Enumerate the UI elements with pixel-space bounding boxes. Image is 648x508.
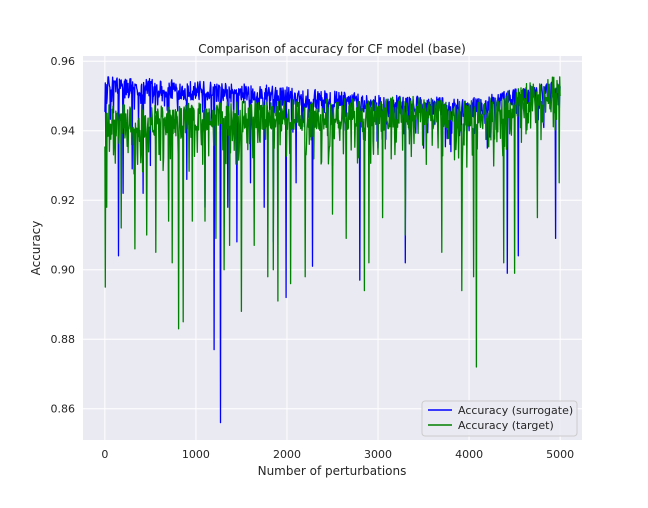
y-tick-label: 0.94: [51, 125, 76, 138]
x-tick-label: 5000: [546, 448, 574, 461]
y-tick-label: 0.96: [51, 55, 76, 68]
x-axis-title: Number of perturbations: [258, 464, 407, 478]
x-tick-label: 3000: [364, 448, 392, 461]
y-tick-label: 0.92: [51, 194, 76, 207]
legend-label-target: Accuracy (target): [458, 419, 554, 432]
legend: Accuracy (surrogate) Accuracy (target): [422, 401, 577, 436]
y-axis-title: Accuracy: [29, 221, 43, 276]
y-tick-label: 0.88: [51, 333, 76, 346]
chart-title: Comparison of accuracy for CF model (bas…: [198, 42, 466, 56]
x-tick-label: 1000: [182, 448, 210, 461]
y-tick-label: 0.90: [51, 264, 76, 277]
x-tick-label: 2000: [273, 448, 301, 461]
y-tick-label: 0.86: [51, 403, 76, 416]
x-tick-labels: 0 1000 2000 3000 4000 5000: [101, 448, 574, 461]
legend-label-surrogate: Accuracy (surrogate): [458, 404, 573, 417]
y-tick-labels: 0.86 0.88 0.90 0.92 0.94 0.96: [51, 55, 76, 416]
x-tick-label: 4000: [455, 448, 483, 461]
x-tick-label: 0: [101, 448, 108, 461]
